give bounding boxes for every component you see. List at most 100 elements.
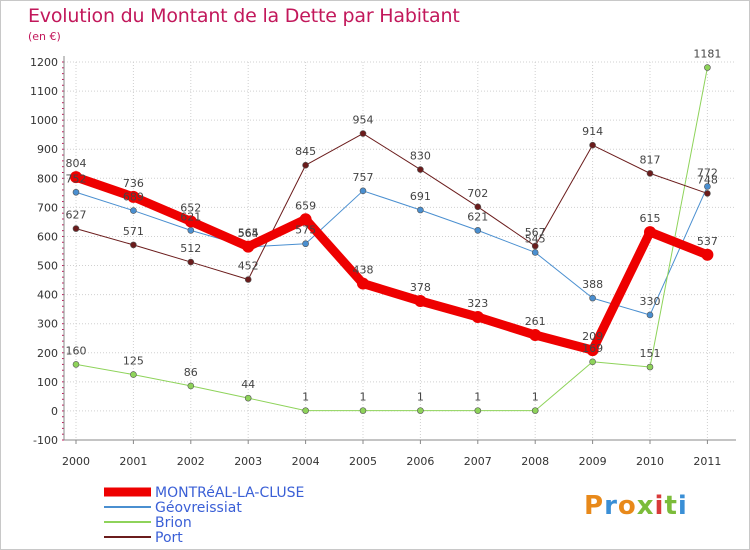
data-point bbox=[646, 363, 654, 371]
y-tick-label: 700 bbox=[37, 201, 58, 214]
data-point bbox=[72, 225, 80, 232]
data-point bbox=[644, 226, 656, 239]
data-point bbox=[646, 170, 654, 177]
data-point bbox=[704, 183, 711, 190]
x-tick-label: 2010 bbox=[636, 455, 664, 468]
x-tick-label: 2004 bbox=[292, 455, 320, 468]
data-label: 452 bbox=[238, 259, 259, 272]
data-point bbox=[127, 190, 140, 203]
data-point bbox=[646, 311, 654, 319]
data-point bbox=[302, 161, 309, 169]
x-tick-label: 2011 bbox=[693, 455, 721, 468]
data-label: 1 bbox=[302, 391, 309, 404]
data-point bbox=[70, 171, 82, 184]
data-point bbox=[130, 241, 137, 249]
logo-letter: r bbox=[604, 491, 618, 521]
y-tick-label: 1100 bbox=[30, 85, 58, 98]
data-point bbox=[701, 248, 714, 261]
series-0 bbox=[70, 171, 714, 357]
y-tick-label: 800 bbox=[37, 172, 58, 185]
data-label: 621 bbox=[180, 210, 201, 223]
data-point bbox=[589, 294, 596, 302]
y-tick-label: 900 bbox=[37, 143, 58, 156]
x-tick-label: 2008 bbox=[521, 455, 549, 468]
legend-label: Géovreissiat bbox=[155, 500, 242, 516]
data-point bbox=[302, 407, 309, 414]
series-line bbox=[75, 185, 708, 316]
data-label: 845 bbox=[295, 145, 316, 158]
series-3 bbox=[72, 130, 711, 283]
data-point bbox=[417, 166, 424, 173]
data-label: 512 bbox=[180, 242, 201, 255]
y-tick-label: 1200 bbox=[30, 56, 58, 69]
data-point bbox=[589, 141, 596, 149]
y-tick-label: 500 bbox=[37, 260, 58, 273]
y-tick-label: 0 bbox=[51, 405, 58, 418]
logo-letter: i bbox=[654, 491, 665, 521]
data-label: 615 bbox=[640, 212, 661, 225]
data-label: 537 bbox=[697, 235, 718, 248]
data-point bbox=[244, 394, 252, 402]
data-point bbox=[417, 407, 424, 414]
logo-letter: P bbox=[584, 491, 605, 521]
data-point bbox=[130, 371, 137, 378]
data-label: 736 bbox=[123, 177, 144, 190]
data-label: 772 bbox=[697, 166, 718, 179]
data-label: 261 bbox=[525, 315, 546, 328]
axes: -100 0 100 200 300 400 500 600 700 800 900 1000 1100… bbox=[30, 56, 736, 468]
data-point bbox=[589, 358, 596, 366]
x-tick-label: 2009 bbox=[579, 455, 607, 468]
data-point bbox=[474, 407, 482, 414]
data-label: 689 bbox=[123, 191, 144, 204]
data-label: 323 bbox=[467, 297, 488, 310]
data-point bbox=[187, 382, 195, 390]
x-tick-label: 2005 bbox=[349, 455, 377, 468]
data-label: 954 bbox=[353, 114, 374, 127]
data-point bbox=[531, 242, 539, 250]
data-label: 804 bbox=[66, 157, 87, 170]
y-tick-label: 400 bbox=[37, 289, 58, 302]
data-label: 330 bbox=[640, 295, 661, 308]
data-label: 1 bbox=[532, 391, 539, 404]
series-line bbox=[75, 133, 708, 280]
data-label: 748 bbox=[697, 173, 718, 186]
chart-subtitle: (en €) bbox=[28, 30, 61, 43]
series-layer bbox=[70, 64, 714, 414]
legend-label: Port bbox=[155, 530, 183, 546]
data-label: 752 bbox=[66, 172, 87, 185]
data-point bbox=[184, 215, 197, 228]
data-label: 702 bbox=[467, 187, 488, 200]
logo-letter: t bbox=[664, 491, 678, 521]
data-point bbox=[529, 329, 542, 342]
y-tick-label: 100 bbox=[37, 376, 58, 389]
data-label: 1 bbox=[360, 391, 367, 404]
data-point bbox=[357, 277, 369, 290]
proxiti-logo: Proxiti bbox=[584, 491, 688, 521]
data-point bbox=[359, 130, 367, 137]
grid bbox=[64, 61, 736, 441]
x-tick-label: 2003 bbox=[234, 455, 262, 468]
x-tick-label: 2001 bbox=[119, 455, 147, 468]
data-label: 571 bbox=[123, 225, 144, 238]
data-label: 151 bbox=[640, 347, 661, 360]
x-tick-label: 2002 bbox=[177, 455, 205, 468]
data-label: 545 bbox=[525, 232, 546, 245]
data-label: 1181 bbox=[693, 48, 721, 61]
data-label: 86 bbox=[184, 366, 198, 379]
data-labels: 804 736 652 565 659 438 378 323 261 209 615 537 752 6… bbox=[66, 48, 722, 404]
data-point bbox=[471, 311, 484, 324]
data-label: 378 bbox=[410, 281, 431, 294]
data-point bbox=[531, 407, 539, 414]
data-point bbox=[72, 361, 80, 368]
data-point bbox=[586, 344, 599, 357]
data-point bbox=[72, 188, 80, 196]
data-label: 1 bbox=[417, 391, 424, 404]
data-point bbox=[302, 240, 309, 248]
data-label: 125 bbox=[123, 355, 144, 368]
data-point bbox=[474, 203, 482, 211]
x-tick-label: 2007 bbox=[464, 455, 492, 468]
logo-letter: x bbox=[636, 491, 655, 521]
logo-letter: i bbox=[677, 491, 688, 521]
series-line bbox=[75, 67, 708, 412]
